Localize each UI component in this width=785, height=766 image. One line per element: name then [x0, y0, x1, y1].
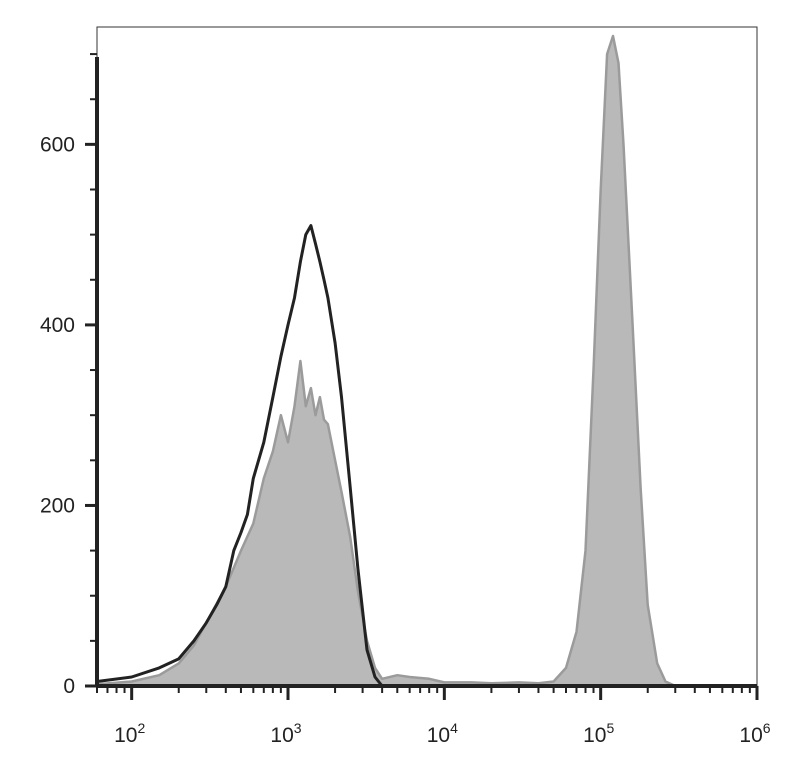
series-outline-histogram: [96, 224, 757, 688]
x-tick-label: 103: [270, 720, 301, 747]
x-tick-label: 106: [739, 720, 770, 747]
x-tick-label: 102: [114, 720, 145, 747]
y-tick-label: 400: [40, 314, 75, 337]
plot-frame: [96, 26, 758, 687]
y-tick-label: 200: [40, 494, 75, 517]
axis-layer: 0 200 400 600 102 103 104 105 106: [40, 53, 771, 747]
x-tick-label: 104: [427, 720, 458, 747]
y-tick-label: 600: [40, 133, 75, 156]
series-filled-histogram: [95, 34, 759, 688]
series-layer: [95, 34, 759, 688]
x-tick-label: 105: [583, 720, 614, 747]
y-tick-label: 0: [63, 675, 75, 698]
